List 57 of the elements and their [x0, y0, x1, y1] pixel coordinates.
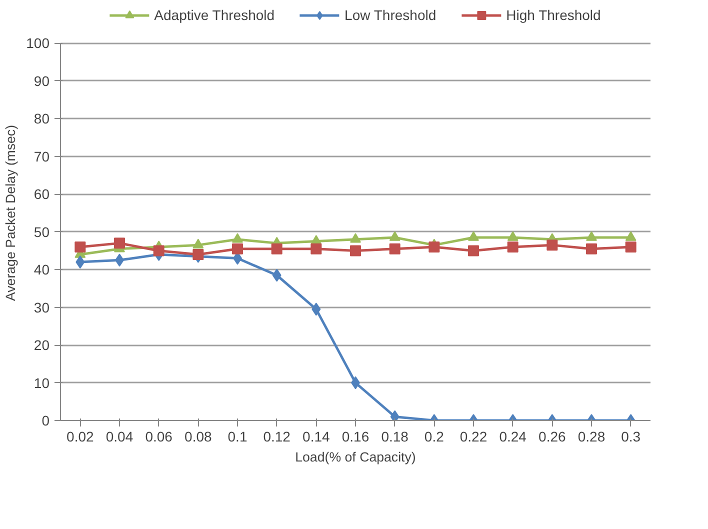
point	[350, 245, 361, 256]
point	[507, 241, 518, 252]
point	[74, 241, 86, 252]
legend-label: Adaptive Threshold	[154, 7, 275, 23]
y-tick-label: 0	[42, 412, 50, 428]
point	[468, 231, 479, 241]
y-axis-title: Average Packet Delay (msec)	[3, 124, 18, 302]
x-tick-label: 0.3	[621, 428, 641, 444]
y-tick-label: 40	[34, 262, 50, 278]
x-tick-label: 0.2	[424, 428, 444, 444]
y-tick-label: 70	[34, 148, 50, 164]
point	[272, 268, 282, 282]
x-tick-label: 0.22	[460, 428, 488, 444]
y-tick-label: 10	[34, 374, 50, 391]
y-tick-label: 100	[26, 35, 50, 52]
x-tick-label: 0.04	[106, 428, 134, 444]
point	[468, 245, 479, 256]
point	[271, 243, 282, 254]
y-tick-label: 80	[34, 110, 50, 127]
x-tick-label: 0.02	[66, 428, 94, 444]
point	[192, 249, 204, 260]
x-tick-label: 0.08	[184, 428, 212, 444]
point	[192, 238, 204, 248]
point	[389, 243, 400, 254]
point	[389, 231, 400, 241]
y-tick-label: 50	[34, 224, 50, 240]
x-tick-label: 0.12	[263, 428, 291, 444]
x-tick-label: 0.28	[578, 428, 606, 444]
y-tick-label: 90	[34, 72, 50, 89]
x-tick-label: 0.1	[228, 428, 248, 444]
x-tick-label: 0.18	[381, 428, 409, 444]
legend-label: Low Threshold	[344, 7, 436, 23]
x-tick-label: 0.24	[499, 428, 527, 444]
point	[586, 243, 597, 254]
point	[546, 240, 558, 251]
x-tick-label: 0.14	[302, 428, 330, 444]
point	[114, 238, 125, 249]
point	[312, 302, 321, 316]
legend-label: High Threshold	[506, 7, 601, 23]
point	[507, 231, 518, 241]
point	[428, 241, 440, 252]
point	[625, 231, 636, 241]
x-tick-label: 0.16	[342, 428, 370, 444]
point	[76, 256, 85, 269]
point	[310, 243, 322, 254]
y-tick-label: 30	[34, 299, 50, 316]
y-tick-label: 60	[34, 186, 50, 202]
x-tick-label: 0.26	[538, 428, 566, 444]
point	[153, 245, 164, 256]
point	[232, 233, 243, 243]
point	[232, 243, 243, 254]
point	[625, 241, 636, 252]
x-tick-label: 0.06	[145, 428, 173, 444]
point	[586, 231, 597, 241]
y-tick-label: 20	[34, 337, 50, 354]
x-axis-title: Load(% of Capacity)	[295, 450, 416, 464]
point	[350, 233, 361, 243]
